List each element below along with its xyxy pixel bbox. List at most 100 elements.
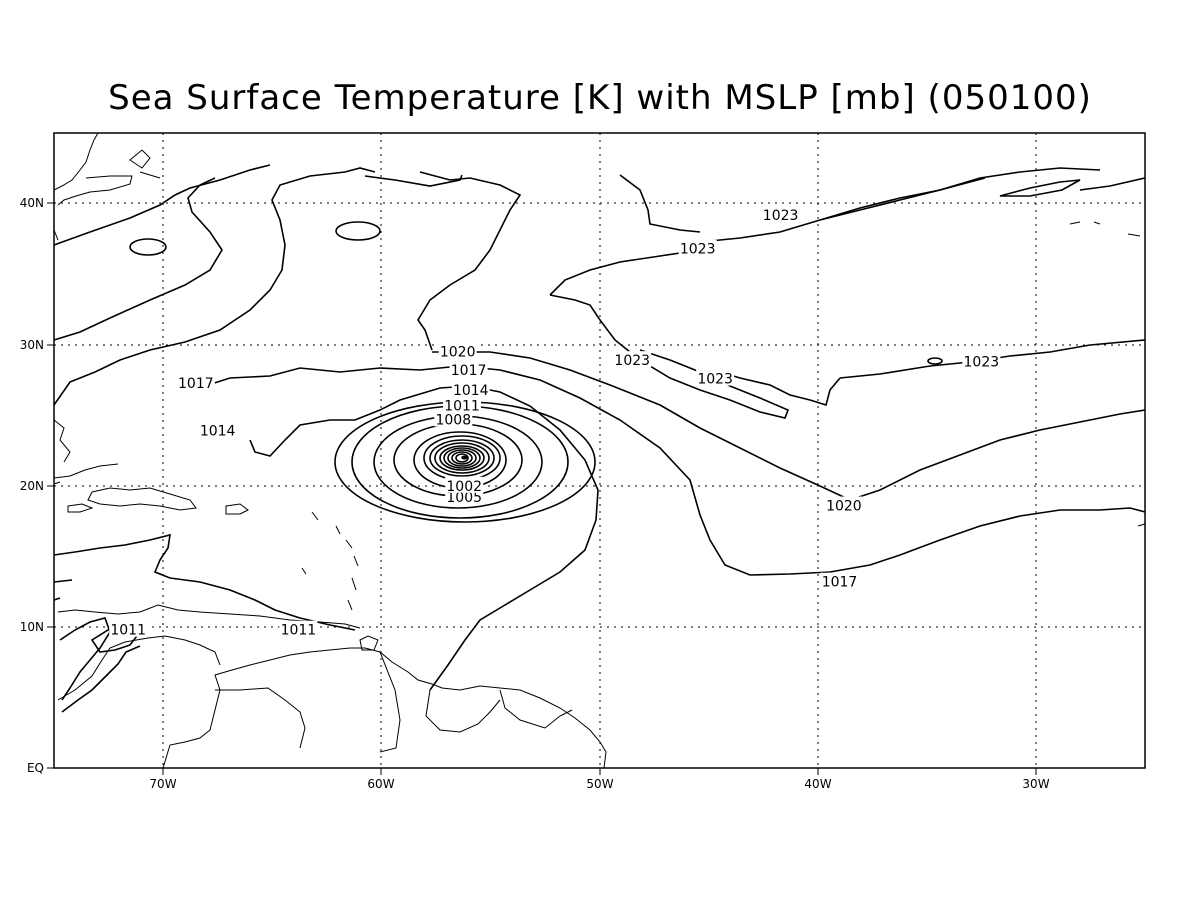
contour-label-bg xyxy=(449,361,488,378)
isobar-1017-west xyxy=(53,167,376,406)
coastlines xyxy=(53,132,1146,769)
contour-label: 1002 xyxy=(446,479,482,495)
lon-tick-label: 40W xyxy=(804,777,831,791)
contour-label-bg xyxy=(678,239,717,256)
contour-label-bg xyxy=(438,342,477,359)
contour-label: 1011 xyxy=(281,623,317,639)
isobar-north-arc-1 xyxy=(53,164,271,246)
lat-tick-label: 20N xyxy=(20,479,44,493)
contour-labels: 1023 1023 1023 1023 1023 1020 1020 1017 1017 1017… xyxy=(109,205,1001,639)
coastline-colombia xyxy=(57,635,221,701)
isobar-1023-ne2 xyxy=(1079,177,1146,191)
isobar-1023-upper-b xyxy=(549,249,701,296)
contour-label-bg xyxy=(613,351,652,368)
coastline-south-america xyxy=(162,647,607,769)
axis-tick-marks xyxy=(47,202,1037,775)
isobar-1020-north xyxy=(417,171,522,351)
lon-tick-labels: 70W 60W 50W 40W 30W xyxy=(149,777,1049,791)
coastline-cape-verde-edge xyxy=(1137,523,1146,527)
contour-label: 1011 xyxy=(444,398,480,414)
contour-label: 1014 xyxy=(453,383,489,399)
isobar-1023-upper xyxy=(679,177,986,246)
contour-label: 1005 xyxy=(446,490,482,506)
isobar-ring-8 xyxy=(434,442,490,474)
contour-label: 1017 xyxy=(178,376,214,392)
contour-label: 1023 xyxy=(680,242,716,258)
isobar-north-arc-2 xyxy=(53,177,223,341)
coastline-puerto-rico xyxy=(225,503,249,515)
coastline-venezuela-interior xyxy=(215,687,306,749)
lon-tick-label: 30W xyxy=(1022,777,1049,791)
isobars xyxy=(53,164,1146,713)
contour-label-bg xyxy=(198,421,237,438)
contour-label-bg xyxy=(824,496,863,513)
contour-label-bg xyxy=(761,205,800,222)
contour-label: 1023 xyxy=(697,372,733,388)
lon-tick-label: 50W xyxy=(586,777,613,791)
isobar-1023-middle xyxy=(549,294,790,419)
map-title: Sea Surface Temperature [K] with MSLP [m… xyxy=(108,78,1092,118)
contour-label-bg xyxy=(176,373,215,390)
contour-label: 1023 xyxy=(614,353,650,369)
coastline-north-america-east xyxy=(53,132,161,241)
contour-label-bg xyxy=(962,352,1001,369)
lat-tick-label: 10N xyxy=(20,620,44,634)
lat-tick-label: 30N xyxy=(20,338,44,352)
isobar-1014 xyxy=(249,385,599,691)
isobar-colombia-2 xyxy=(61,645,141,713)
coastline-guyana xyxy=(379,651,401,753)
isobar-1023-ne xyxy=(999,179,1081,197)
isobar-ring-10 xyxy=(443,447,481,469)
contour-label: 1023 xyxy=(763,208,799,224)
lat-tick-labels: EQ 10N 20N 30N 40N xyxy=(20,196,44,775)
isobar-caribbean-small xyxy=(53,579,73,601)
isobar-ring-11 xyxy=(447,449,477,467)
contour-label: 1008 xyxy=(435,412,471,428)
contour-label: 1023 xyxy=(964,355,1000,371)
coastline-florida-caribbean-edge xyxy=(53,419,71,463)
contour-label-bg xyxy=(445,476,484,493)
contour-label: 1011 xyxy=(110,623,146,639)
isobar-1023-north-seg2 xyxy=(364,174,463,187)
lon-tick-label: 60W xyxy=(367,777,394,791)
isobar-ring-13 xyxy=(455,453,469,463)
coastline-cuba xyxy=(53,463,119,479)
isobar-small-high-2 xyxy=(335,221,381,241)
contour-label: 1014 xyxy=(200,424,236,440)
isobar-small-high-1 xyxy=(129,238,167,256)
lat-tick-label: EQ xyxy=(27,761,44,775)
coastline-bahamas xyxy=(53,481,94,513)
contour-label: 1017 xyxy=(451,363,487,379)
isobar-ring-7 xyxy=(429,439,495,477)
contour-label: 1017 xyxy=(822,575,858,591)
contour-label-bg xyxy=(451,380,490,397)
contour-label-bg xyxy=(279,620,318,637)
isobar-caribbean-1011 xyxy=(53,533,356,631)
contour-label: 1020 xyxy=(440,345,476,361)
lon-tick-label: 70W xyxy=(149,777,176,791)
contour-label-bg xyxy=(443,396,482,413)
coastline-azores xyxy=(1069,221,1141,237)
isobar-1017-inner xyxy=(204,365,1146,576)
isobar-1023-north-seg xyxy=(619,174,701,233)
isobar-1020 xyxy=(432,351,851,501)
isobar-small-high-3 xyxy=(927,357,943,365)
coastline-suriname xyxy=(425,689,501,733)
coastline-cape-cod xyxy=(129,149,151,169)
coastline-lesser-antilles xyxy=(301,511,359,611)
coastline-trinidad xyxy=(359,635,379,651)
isobar-1023-east-b xyxy=(719,371,841,407)
contour-label: 1020 xyxy=(826,499,862,515)
grid-lines xyxy=(54,133,1145,768)
coastline-hispaniola xyxy=(87,487,197,511)
contour-label-bg xyxy=(820,572,859,589)
isobar-1023-far-east xyxy=(819,167,1101,221)
low-center-marker xyxy=(461,455,468,460)
isobar-ring-12 xyxy=(451,451,473,465)
isobar-1020-ne xyxy=(849,409,1146,501)
contour-label-bg xyxy=(109,620,148,637)
isobar-ring-9 xyxy=(439,445,485,471)
lat-tick-label: 40N xyxy=(20,196,44,210)
coastline-french-guiana xyxy=(499,689,573,729)
